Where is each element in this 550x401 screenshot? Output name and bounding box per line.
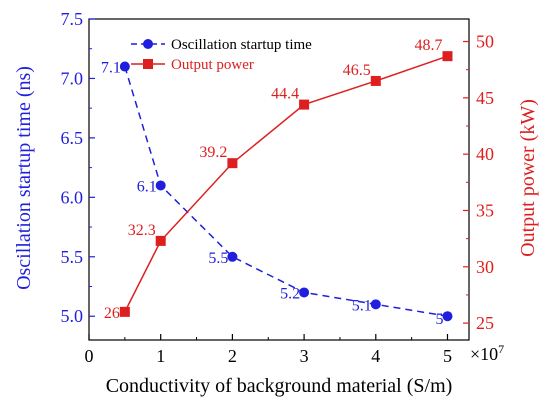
legend-marker-output-power <box>143 59 153 69</box>
legend: Oscillation startup time Output power <box>131 37 312 73</box>
point-output-power <box>370 75 381 86</box>
data-label-startup-time: 5.5 <box>208 250 228 267</box>
x-tick-label: 0 <box>85 346 94 366</box>
x-tick-label: 1 <box>156 346 165 366</box>
y-left-tick-label: 5.0 <box>61 306 84 326</box>
y-left-tick-label: 5.5 <box>61 247 84 267</box>
data-label-output-power: 44.4 <box>271 86 299 103</box>
legend-label-output-power: Output power <box>171 57 254 73</box>
x-multiplier-exponent: 7 <box>498 342 504 356</box>
y-left-tick-label: 7.0 <box>61 68 84 88</box>
y-left-tick-label: 6.5 <box>61 128 84 148</box>
point-startup-time <box>119 61 130 72</box>
y-right-tick-label: 35 <box>476 200 494 220</box>
x-multiplier-base: ×10 <box>470 344 498 364</box>
data-label-output-power: 32.3 <box>128 222 156 239</box>
y-right-tick-label: 45 <box>476 88 494 108</box>
x-tick-label: 5 <box>443 346 452 366</box>
point-output-power <box>155 235 166 246</box>
y-right-tick-label: 25 <box>476 313 494 333</box>
series-line-output-power <box>124 55 448 313</box>
point-startup-time <box>155 180 166 191</box>
point-startup-time <box>299 287 310 298</box>
data-label-startup-time: 7.1 <box>101 60 121 77</box>
x-tick-label: 2 <box>228 346 237 366</box>
legend-marker-startup-time <box>143 39 153 49</box>
x-multiplier-label: ×107 <box>470 342 504 364</box>
point-startup-time <box>370 299 381 310</box>
point-startup-time <box>227 251 238 262</box>
data-label-startup-time: 5 <box>435 311 443 328</box>
data-label-output-power: 39.2 <box>199 144 227 161</box>
data-label-startup-time: 6.1 <box>137 178 157 195</box>
x-axis-title: Conductivity of background material (S/m… <box>106 375 453 397</box>
point-output-power <box>442 51 453 62</box>
y-right-tick-label: 40 <box>476 144 494 164</box>
data-label-startup-time: 5.1 <box>352 297 372 314</box>
series-line-startup-time <box>124 66 448 317</box>
point-output-power <box>299 99 310 110</box>
y-left-axis-title: Oscillation startup time (ns) <box>13 66 35 290</box>
data-label-output-power: 48.7 <box>414 37 442 54</box>
x-tick-label: 3 <box>300 346 309 366</box>
y-left-tick-label: 7.5 <box>61 9 84 29</box>
series-layer: 7.1 6.1 5.5 5.2 5.1 5 26 32.3 39.2 44.4 46.5 48.7 <box>101 37 453 328</box>
point-output-power <box>227 158 238 169</box>
y-right-tick-label: 30 <box>476 257 494 277</box>
data-label-output-power: 46.5 <box>343 62 371 79</box>
data-label-startup-time: 5.2 <box>280 285 300 302</box>
point-startup-time <box>442 311 453 322</box>
x-tick-label: 4 <box>371 346 380 366</box>
legend-label-startup-time: Oscillation startup time <box>171 37 312 53</box>
y-right-tick-label: 50 <box>476 32 494 52</box>
y-left-tick-label: 6.0 <box>61 187 84 207</box>
data-label-output-power: 26 <box>104 305 120 322</box>
plot-frame <box>88 18 470 341</box>
point-output-power <box>119 306 130 317</box>
y-right-axis-title: Output power (kW) <box>517 99 539 257</box>
